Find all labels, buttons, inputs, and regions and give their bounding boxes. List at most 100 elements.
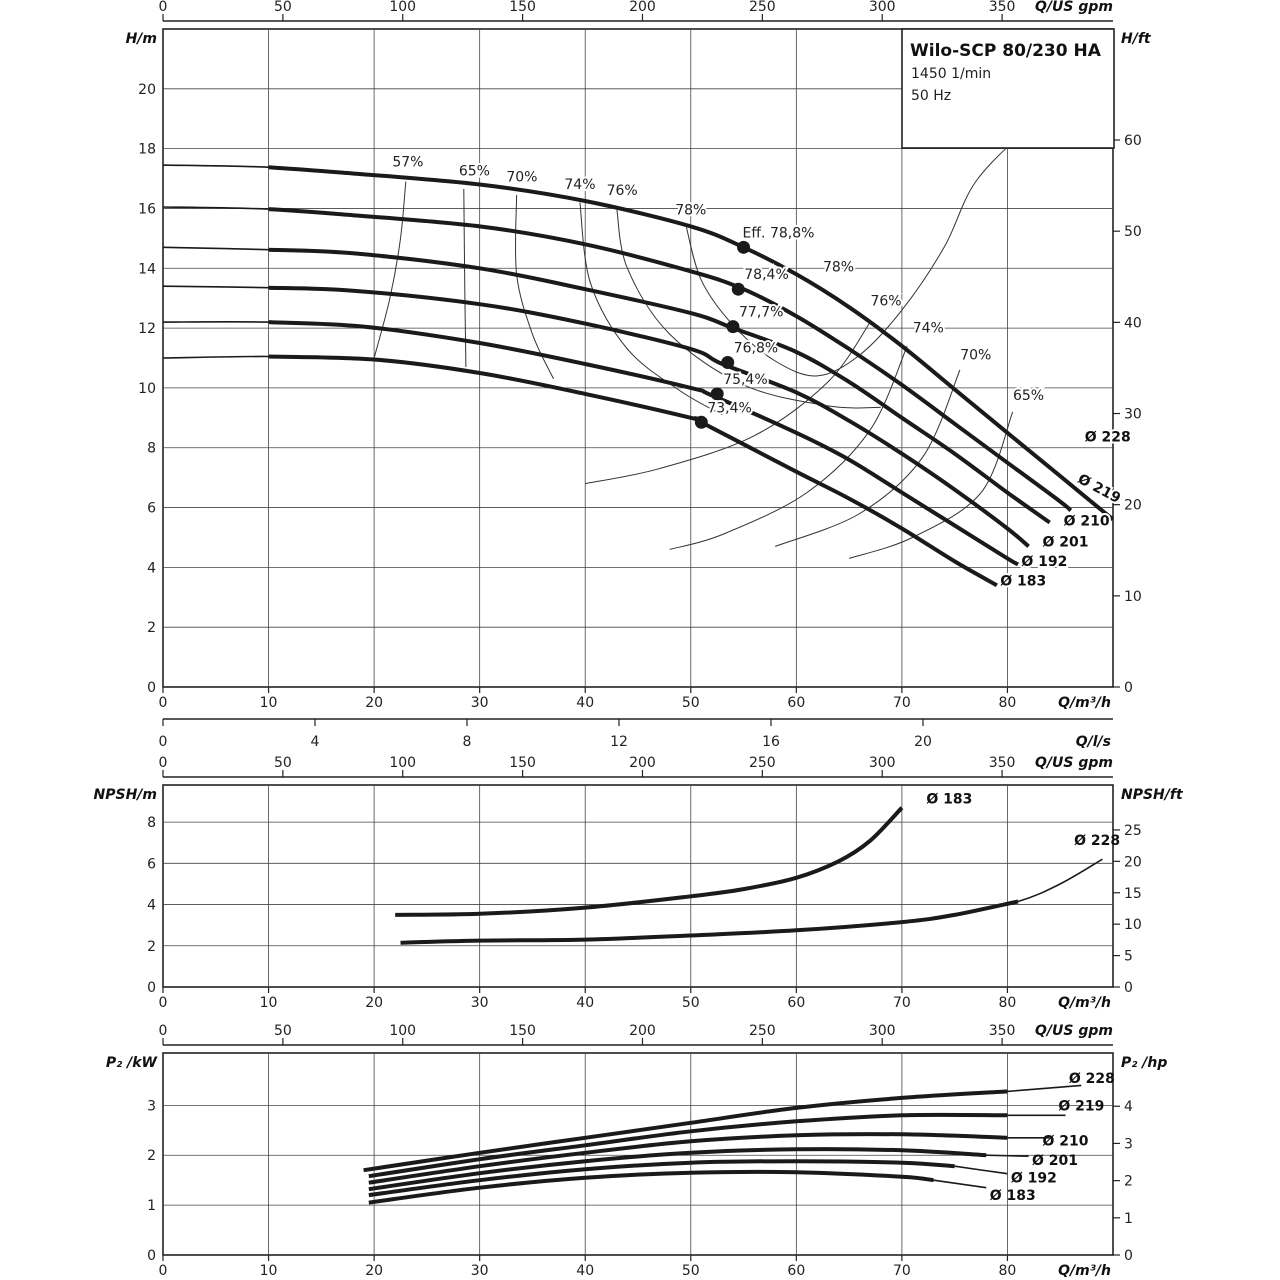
npsh-ft-tick-label: 15 [1124, 886, 1142, 902]
efficiency-curve [579, 202, 723, 416]
power-gpm-tick-label: 100 [389, 1023, 416, 1039]
power-curve [368, 1159, 955, 1198]
power-y-tick-label: 0 [147, 1248, 156, 1264]
head-ft-tick-label: 40 [1124, 315, 1142, 331]
head-y-tick-label: 10 [138, 381, 156, 397]
pump-frequency: 50 Hz [911, 88, 951, 104]
power-gpm-axis-label: Q/US gpm [1035, 1023, 1113, 1039]
npsh-x-tick-label: 80 [999, 995, 1017, 1011]
efficiency-curve [373, 181, 407, 359]
title-box-frame [901, 28, 1115, 149]
power-gpm-tick-label: 50 [274, 1023, 292, 1039]
head-y-tick-label: 20 [138, 82, 156, 98]
efficiency-label: 57% [392, 155, 423, 171]
head-y-tick-label: 8 [147, 441, 156, 457]
bep-label: 75,4% [723, 372, 767, 388]
npsh-gpm-tick-label: 150 [509, 755, 536, 771]
npsh-series-label: Ø 183 [926, 792, 972, 808]
head-ls-tick-label: 8 [463, 734, 472, 750]
power-y-tick-label: 1 [147, 1198, 156, 1214]
head-x-tick-label: 20 [365, 695, 383, 711]
power-curve-thin-end [1007, 1084, 1082, 1093]
head-y-tick-label: 2 [147, 620, 156, 636]
power-hp-tick-label: 4 [1124, 1099, 1133, 1115]
pump-speed: 1450 1/min [911, 66, 991, 82]
power-y-tick-label: 3 [147, 1098, 156, 1114]
npsh-x-tick-label: 50 [682, 995, 700, 1011]
power-hp-tick-label: 3 [1124, 1136, 1133, 1152]
bep-point [710, 387, 724, 401]
head-ls-tick-label: 20 [914, 734, 932, 750]
efficiency-label: 65% [459, 164, 490, 180]
bep-label: 77,7% [739, 305, 783, 321]
npsh-ft-tick-label: 25 [1124, 823, 1142, 839]
pump-title: Wilo-SCP 80/230 HA [910, 41, 1102, 61]
efficiency-label: 74% [913, 321, 944, 337]
efficiency-label: 76% [607, 183, 638, 199]
bep-label: Eff. 78,8% [743, 225, 815, 241]
power-curve-thin-end [986, 1154, 1029, 1157]
power-y-axis-label-right: P₂ /hp [1121, 1055, 1167, 1071]
head-gpm-tick-label: 250 [749, 0, 776, 15]
power-x-tick-label: 50 [682, 1263, 700, 1279]
head-y-tick-label: 12 [138, 321, 156, 337]
npsh-x-axis-label: Q/m³/h [1058, 995, 1111, 1011]
power-x-tick-label: 20 [365, 1263, 383, 1279]
efficiency-label: 70% [506, 170, 537, 186]
npsh-x-tick-label: 0 [159, 995, 168, 1011]
head-y-tick-label: 0 [147, 680, 156, 696]
head-ft-tick-label: 10 [1124, 589, 1142, 605]
head-gpm-axis-label: Q/US gpm [1035, 0, 1113, 15]
npsh-y-axis-label: NPSH/m [94, 787, 157, 803]
power-curve [363, 1089, 1008, 1173]
npsh-x-tick-label: 10 [260, 995, 278, 1011]
power-series-label: Ø 219 [1058, 1098, 1104, 1114]
power-x-tick-label: 80 [999, 1263, 1017, 1279]
bep-point [694, 415, 708, 429]
head-gpm-tick-label: 100 [389, 0, 416, 15]
head-curve [268, 247, 1051, 525]
efficiency-curve [616, 209, 881, 409]
power-curve [368, 1112, 1008, 1179]
head-y-tick-label: 14 [138, 261, 156, 277]
power-x-tick-label: 0 [159, 1263, 168, 1279]
power-series-label: Ø 201 [1032, 1153, 1078, 1169]
head-ft-tick-label: 20 [1124, 498, 1142, 514]
power-y-axis-label: P₂ /kW [106, 1055, 158, 1071]
npsh-plot-frame [162, 784, 1114, 988]
power-gpm-tick-label: 200 [629, 1023, 656, 1039]
head-gpm-tick-label: 300 [869, 0, 896, 15]
power-gpm-tick-label: 300 [869, 1023, 896, 1039]
head-x-tick-label: 70 [893, 695, 911, 711]
npsh-y-tick-label: 2 [147, 939, 156, 955]
head-x-tick-label: 30 [471, 695, 489, 711]
npsh-y-tick-label: 6 [147, 856, 156, 872]
npsh-gpm-axis-label: Q/US gpm [1035, 755, 1113, 771]
npsh-ft-tick-label: 0 [1124, 980, 1133, 996]
npsh-y-axis-label-right: NPSH/ft [1121, 787, 1184, 803]
head-curve [268, 165, 1113, 522]
npsh-curve-thin-end [954, 858, 1103, 916]
efficiency-label: 74% [564, 177, 595, 193]
power-x-tick-label: 10 [260, 1263, 278, 1279]
power-series-label: Ø 210 [1043, 1133, 1089, 1149]
bep-point [737, 240, 751, 254]
power-curve-thin-end [954, 1165, 1008, 1175]
bep-label: 73,4% [707, 400, 751, 416]
head-ls-tick-label: 16 [762, 734, 780, 750]
head-ls-tick-label: 12 [610, 734, 628, 750]
bep-label: 76,8% [734, 340, 778, 356]
head-ft-tick-label: 30 [1124, 407, 1142, 423]
head-x-tick-label: 50 [682, 695, 700, 711]
power-gpm-tick-label: 150 [509, 1023, 536, 1039]
power-hp-tick-label: 0 [1124, 1248, 1133, 1264]
npsh-ft-tick-label: 10 [1124, 917, 1142, 933]
head-ls-tick-label: 4 [311, 734, 320, 750]
head-y-axis-label-right: H/ft [1121, 31, 1152, 47]
head-gpm-tick-label: 200 [629, 0, 656, 15]
npsh-ft-tick-label: 20 [1124, 854, 1142, 870]
head-gpm-tick-label: 50 [274, 0, 292, 15]
efficiency-curve [463, 188, 467, 368]
